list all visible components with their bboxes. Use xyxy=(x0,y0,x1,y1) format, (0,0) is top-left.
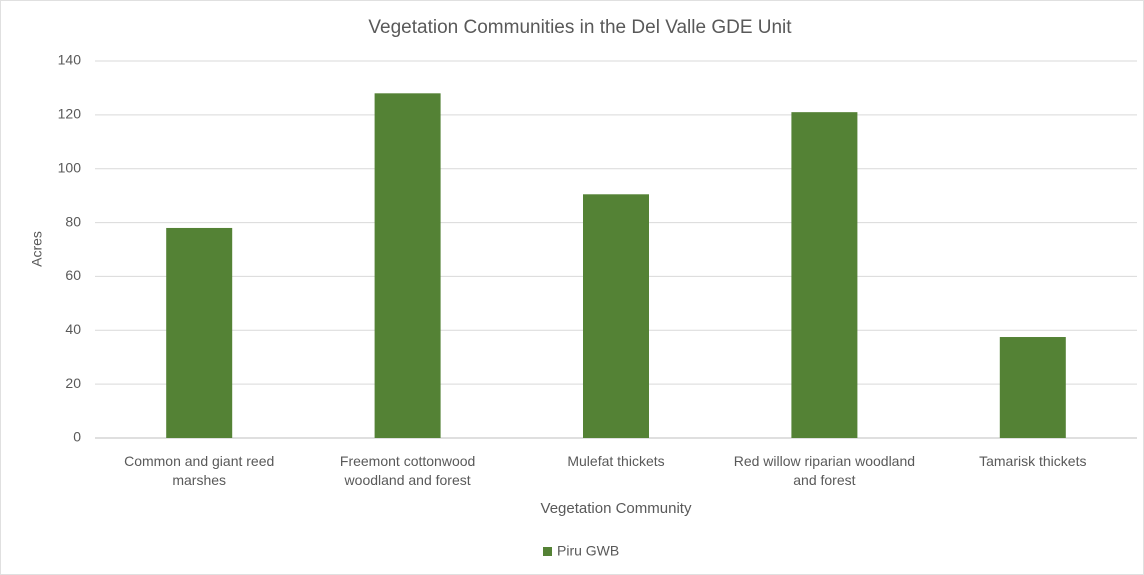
y-tick-label: 120 xyxy=(58,106,82,122)
bar xyxy=(583,194,649,438)
legend-swatch xyxy=(543,547,552,556)
x-tick-label: Tamarisk thickets xyxy=(979,453,1087,469)
bar xyxy=(166,227,233,438)
x-tick-label: Red willow riparian woodland and forest xyxy=(733,453,916,488)
y-tick-label: 0 xyxy=(73,429,81,445)
y-tick-label: 140 xyxy=(58,52,82,68)
y-tick-label: 80 xyxy=(65,213,81,229)
bar xyxy=(374,93,441,439)
bar xyxy=(791,112,858,439)
chart-title: Vegetation Communities in the Del Valle … xyxy=(368,17,792,38)
y-axis-title: Acres xyxy=(29,231,45,267)
x-axis-title: Vegetation Community xyxy=(541,500,692,517)
bar xyxy=(999,337,1066,438)
x-tick-label: Mulefat thickets xyxy=(567,453,665,469)
y-tick-label: 100 xyxy=(58,159,82,175)
y-tick-label: 20 xyxy=(65,375,81,391)
x-tick-label: Freemont cottonwood woodland and forest xyxy=(339,453,476,488)
y-tick-label: 60 xyxy=(65,267,81,283)
x-tick-label: Common and giant reed marshes xyxy=(124,453,275,488)
y-tick-label: 40 xyxy=(65,321,81,337)
legend-label: Piru GWB xyxy=(557,543,619,559)
